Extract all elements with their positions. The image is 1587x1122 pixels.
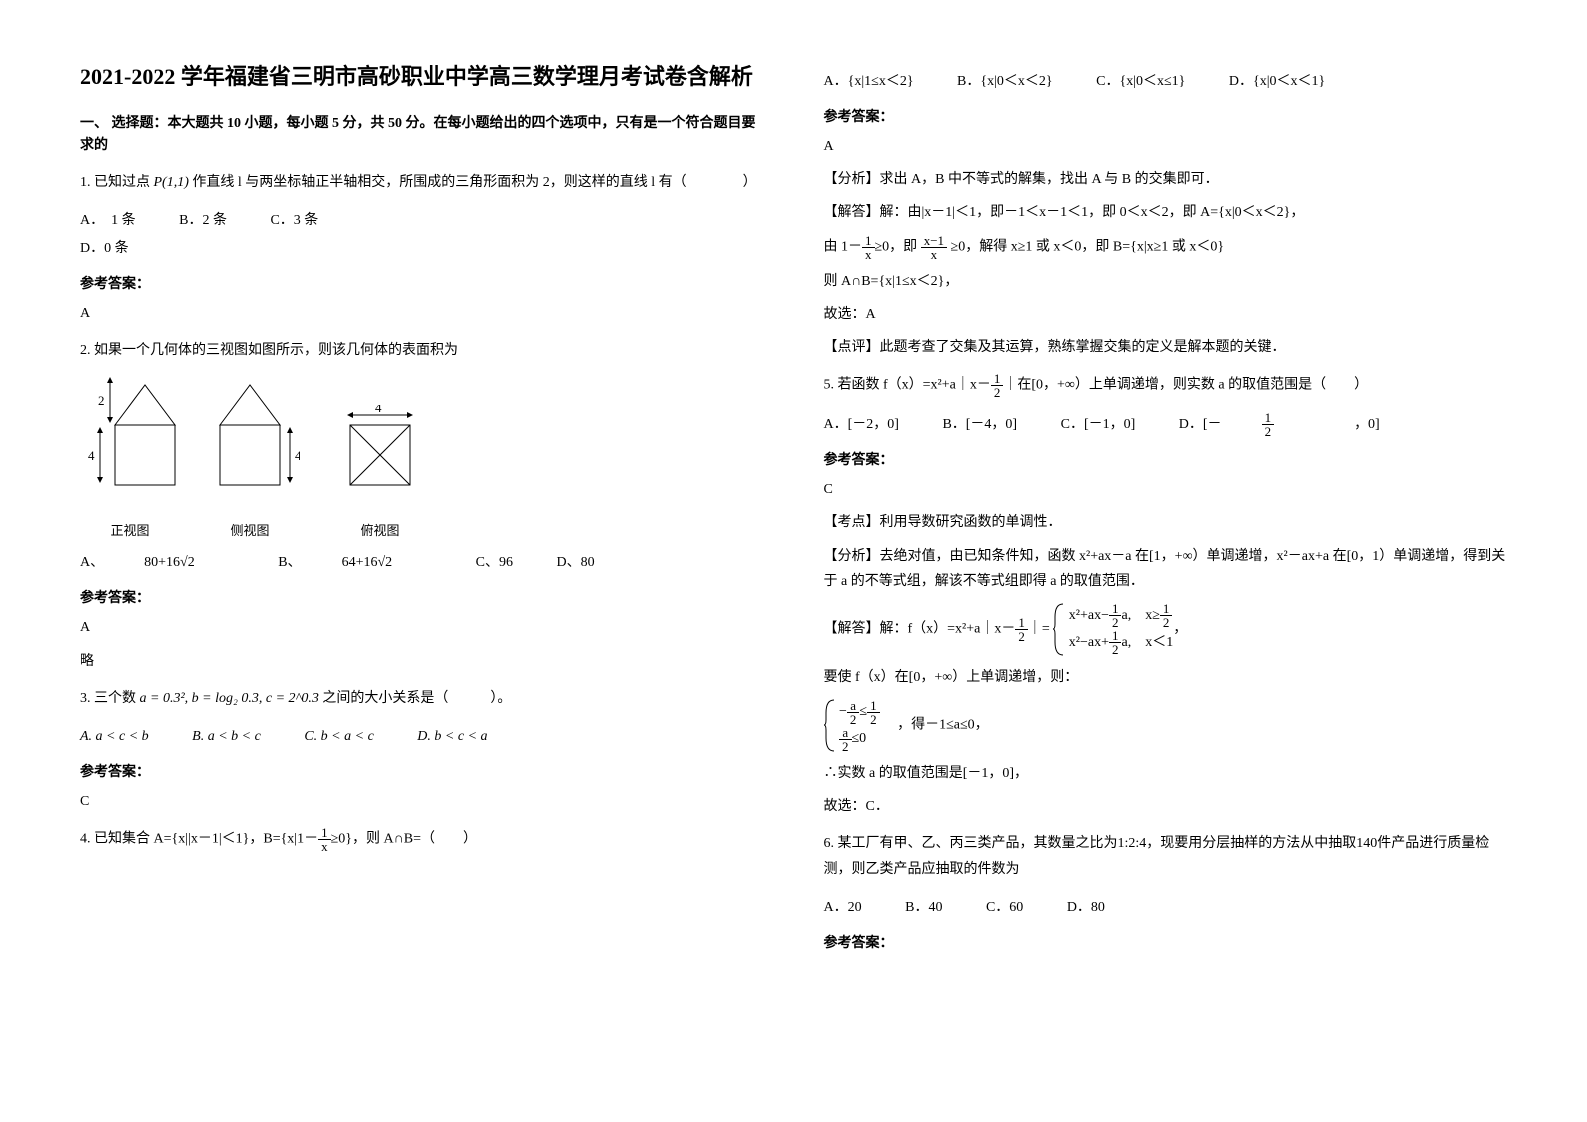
q3-answer: C	[80, 789, 764, 814]
top-view-figure: 4 俯视图	[320, 405, 440, 539]
q4-optD: D．{x|0＜x＜1}	[1229, 68, 1325, 96]
q5-options: A．[－2，0] B．[－4，0] C．[－1，0] D．[－12，0]	[824, 411, 1508, 439]
q4-answer-label: 参考答案：	[824, 106, 1508, 126]
q2-figures: 2 4 正视图	[80, 375, 764, 539]
q5-optA: A．[－2，0]	[824, 411, 899, 439]
q3-expr: a = 0.3², b = log₂ 0.3, c = 2^0.3	[140, 691, 319, 706]
q3-after: 之间的大小关系是（ ）。	[319, 691, 512, 706]
q4-comment: 【点评】此题考查了交集及其运算，熟练掌握交集的定义是解本题的关键．	[824, 335, 1508, 360]
q6-before: 6. 某工厂有甲、乙、丙三类产品，其数量之比为	[824, 836, 1118, 851]
q1-options: A． 1 条 B．2 条 C．3 条 D．0 条	[80, 207, 764, 263]
q5-final: 故选：C．	[824, 794, 1508, 819]
q5-ineq: −a2≤12 a2≤0 ，得－1≤a≤0，	[824, 698, 1508, 753]
front-view-svg: 2 4	[80, 375, 180, 515]
q1-optB: B．2 条	[179, 207, 227, 235]
q3-optB: B. a < b < c	[192, 723, 261, 751]
q2-optD: D、80	[557, 549, 595, 577]
q1-answer: A	[80, 301, 764, 326]
q5-after: ｜在[0，+∞）上单调递增，则实数 a 的取值范围是（ ）	[1003, 378, 1368, 393]
q4-options: A．{x|1≤x＜2} B．{x|0＜x＜2} C．{x|0＜x≤1} D．{x…	[824, 68, 1508, 96]
label-4-top: 4	[375, 405, 382, 415]
section1-header: 一、 选择题：本大题共 10 小题，每小题 5 分，共 50 分。在每小题给出的…	[80, 113, 764, 158]
q5-answer: C	[824, 477, 1508, 502]
q2-note: 略	[80, 649, 764, 674]
question-5: 5. 若函数 f（x）=x²+a｜x－12｜在[0，+∞）上单调递增，则实数 a…	[824, 372, 1508, 399]
q6-answer-label: 参考答案：	[824, 932, 1508, 952]
q1-optD: D．0 条	[80, 235, 129, 263]
label-2: 2	[98, 393, 105, 408]
top-view-label: 俯视图	[320, 520, 440, 539]
q4-analysis: 【分析】求出 A，B 中不等式的解集，找出 A 与 B 的交集即可．	[824, 167, 1508, 192]
q4-solve-l1: 【解答】解：由|x－1|＜1，即－1＜x－1＜1，即 0＜x＜2，即 A={x|…	[824, 200, 1508, 225]
front-view-figure: 2 4 正视图	[80, 375, 180, 539]
q5-frac: 12	[991, 372, 1004, 399]
q2-answer-label: 参考答案：	[80, 587, 764, 607]
q3-answer-label: 参考答案：	[80, 761, 764, 781]
question-4: 4. 已知集合 A={x||x－1|＜1}，B={x|1－1x≥0}，则 A∩B…	[80, 826, 764, 853]
q1-text: 1. 已知过点	[80, 175, 154, 190]
q4-solve-l3: 则 A∩B={x|1≤x＜2}，	[824, 269, 1508, 294]
question-2: 2. 如果一个几何体的三视图如图所示，则该几何体的表面积为	[80, 338, 764, 363]
q5-before: 5. 若函数 f（x）=x²+a｜x－	[824, 378, 991, 393]
top-view-svg: 4	[320, 405, 440, 515]
q6-optC: C．60	[986, 894, 1023, 922]
q5-optC: C．[－1，0]	[1061, 411, 1136, 439]
q5-answer-label: 参考答案：	[824, 449, 1508, 469]
q4-answer: A	[824, 134, 1508, 159]
q6-optA: A．20	[824, 894, 862, 922]
q5-analysis: 【分析】去绝对值，由已知条件知，函数 x²+ax－a 在[1，+∞）单调递增，x…	[824, 544, 1508, 594]
q6-optD: D．80	[1067, 894, 1105, 922]
exam-title: 2021-2022 学年福建省三明市高砂职业中学高三数学理月考试卷含解析	[80, 60, 764, 93]
q6-mid: ，现要用分层抽样的方法从中抽取	[1146, 836, 1356, 851]
q1-optC: C．3 条	[270, 207, 318, 235]
piecewise	[1053, 602, 1065, 657]
q5-optD: D．[－12，0]	[1179, 411, 1420, 439]
q3-optC: C. b < a < c	[304, 723, 373, 751]
q4-before: 4. 已知集合 A={x||x－1|＜1}，B={x|1－	[80, 832, 318, 847]
q5-line2: 要使 f（x）在[0，+∞）上单调递增，则：	[824, 665, 1508, 690]
q2-optC: C、96	[476, 549, 513, 577]
q2-answer: A	[80, 615, 764, 640]
q6-count: 140	[1356, 836, 1377, 851]
q5-solve: 【解答】解：f（x）=x²+a｜x－12｜= x²+ax−12a, x≥12 x…	[824, 602, 1508, 657]
front-view-label: 正视图	[80, 520, 180, 539]
side-view-label: 侧视图	[200, 520, 300, 539]
q4-optB: B．{x|0＜x＜2}	[957, 68, 1053, 96]
question-6: 6. 某工厂有甲、乙、丙三类产品，其数量之比为1:2:4，现要用分层抽样的方法从…	[824, 831, 1508, 881]
q2-optA: A、80+16√2	[80, 549, 235, 577]
q6-options: A．20 B．40 C．60 D．80	[824, 894, 1508, 922]
q3-optD: D. b < c < a	[417, 723, 487, 751]
q1-optA: A． 1 条	[80, 207, 136, 235]
q3-before: 3. 三个数	[80, 691, 140, 706]
label-4-front: 4	[88, 448, 95, 463]
side-view-svg: 4	[200, 375, 300, 515]
q4-after: ≥0}，则 A∩B=（ ）	[331, 832, 477, 847]
q3-options: A. a < c < b B. a < b < c C. b < a < c D…	[80, 723, 764, 751]
side-view-figure: 4 侧视图	[200, 375, 300, 539]
q5-conclusion: ∴实数 a 的取值范围是[－1，0]，	[824, 761, 1508, 786]
question-3: 3. 三个数 a = 0.3², b = log₂ 0.3, c = 2^0.3…	[80, 686, 764, 711]
q2-options: A、80+16√2 B、64+16√2 C、96 D、80	[80, 549, 764, 577]
q6-ratio: 1:2:4	[1118, 836, 1147, 851]
question-1: 1. 已知过点 P(1,1) 作直线 l 与两坐标轴正半轴相交，所围成的三角形面…	[80, 170, 764, 195]
q4-optA: A．{x|1≤x＜2}	[824, 68, 914, 96]
label-4-side: 4	[295, 448, 300, 463]
q2-optB: B、64+16√2	[278, 549, 432, 577]
q4-optC: C．{x|0＜x≤1}	[1096, 68, 1185, 96]
q4-solve-l4: 故选：A	[824, 302, 1508, 327]
q1-mid: 作直线 l 与两坐标轴正半轴相交，所围成的三角形面积为 2，则这样的直线 l 有…	[189, 175, 757, 190]
q5-optB: B．[－4，0]	[942, 411, 1017, 439]
q5-point: 【考点】利用导数研究函数的单调性．	[824, 510, 1508, 535]
q4-solve-l2: 由 1－1x≥0，即 x−1x ≥0，解得 x≥1 或 x＜0，即 B={x|x…	[824, 234, 1508, 261]
q3-optA: A. a < c < b	[80, 723, 149, 751]
q4-frac: 1x	[318, 826, 331, 853]
q1-point: P(1,1)	[154, 175, 189, 190]
q1-answer-label: 参考答案：	[80, 273, 764, 293]
q6-optB: B．40	[905, 894, 942, 922]
